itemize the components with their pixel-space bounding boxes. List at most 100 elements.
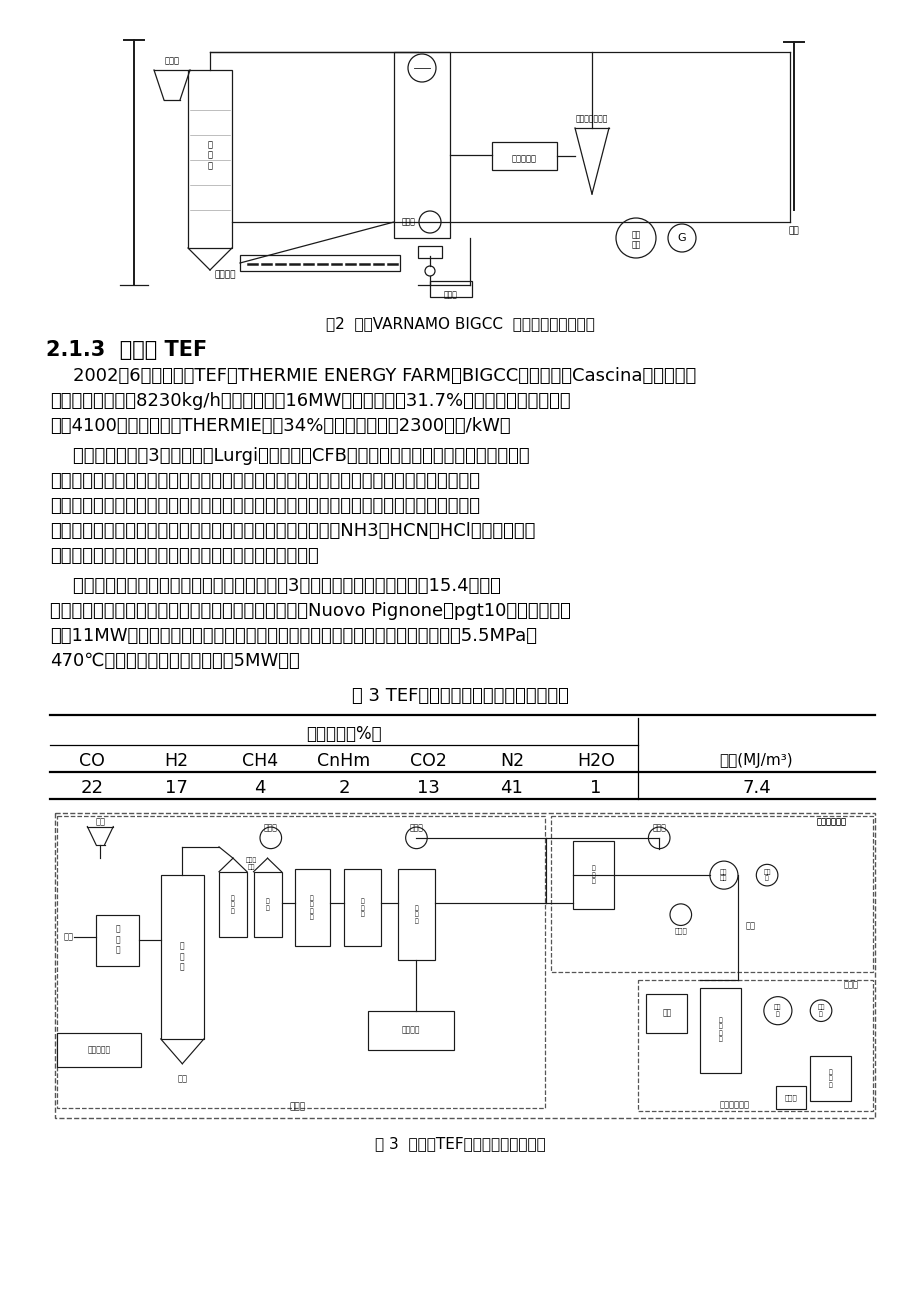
Text: CH4: CH4 — [242, 753, 278, 769]
Circle shape — [407, 53, 436, 82]
Bar — [637, 980, 872, 1111]
Text: 水
洗
器: 水 洗 器 — [414, 905, 418, 924]
Text: 废水处理: 废水处理 — [402, 1026, 420, 1034]
Text: 燃气
轮机: 燃气 轮机 — [630, 230, 640, 250]
Bar — [429, 281, 471, 297]
Circle shape — [810, 1000, 831, 1022]
Text: 发电
机: 发电 机 — [763, 868, 770, 881]
Text: 给水泵: 给水泵 — [784, 1095, 797, 1101]
Text: 蒸汽包: 蒸汽包 — [444, 290, 458, 299]
Circle shape — [667, 224, 696, 253]
Text: 汽轮机: 汽轮机 — [843, 980, 857, 990]
Text: 表 3 TEF示范电厂气化炉产气组分和热值: 表 3 TEF示范电厂气化炉产气组分和热值 — [351, 687, 568, 704]
Text: 空压机: 空压机 — [652, 823, 665, 832]
Text: 旋
风: 旋 风 — [266, 898, 269, 910]
Text: 烟囱: 烟囱 — [788, 227, 799, 234]
Text: 干
燥
器: 干 燥 器 — [115, 924, 119, 954]
Text: 余热锅炉: 余热锅炉 — [214, 271, 236, 280]
Text: 热值(MJ/m³): 热值(MJ/m³) — [719, 754, 792, 768]
Text: 17: 17 — [165, 779, 187, 797]
Circle shape — [763, 996, 791, 1025]
Text: 气化岛: 气化岛 — [289, 1103, 305, 1111]
Text: 燃气
轮平: 燃气 轮平 — [720, 868, 727, 881]
Text: N2: N2 — [499, 753, 524, 769]
Circle shape — [405, 827, 426, 849]
Text: 2: 2 — [338, 779, 349, 797]
Bar — [240, 255, 400, 271]
Text: 有
机
洗: 有 机 洗 — [360, 898, 364, 917]
Text: 灰渣: 灰渣 — [177, 1074, 187, 1083]
Bar — [417, 246, 441, 258]
Text: 气
化
炉: 气 化 炉 — [208, 141, 212, 169]
Bar — [219, 872, 247, 937]
Bar — [645, 993, 686, 1034]
Text: 4: 4 — [254, 779, 266, 797]
Bar — [368, 1010, 454, 1051]
Bar — [254, 872, 281, 937]
Bar — [96, 915, 139, 966]
Bar — [573, 841, 613, 909]
Text: 压缩机: 压缩机 — [402, 217, 415, 227]
Text: 高温燃气过滤器: 高温燃气过滤器 — [575, 115, 607, 122]
Text: 离和布袋除尘，然后在水洗塔内彻底清除焦油和其它污染物（NH3，HCN，HCl等）。除尘器: 离和布袋除尘，然后在水洗塔内彻底清除焦油和其它污染物（NH3，HCN，HCl等）… — [50, 522, 535, 540]
Circle shape — [418, 211, 440, 233]
Text: 余
热
锅
炉: 余 热 锅 炉 — [718, 1017, 721, 1043]
Text: 燃气轮机系统: 燃气轮机系统 — [816, 818, 845, 827]
Bar — [699, 988, 741, 1073]
Bar — [55, 812, 874, 1118]
Text: 13: 13 — [416, 779, 439, 797]
Text: 启动燃烧器: 启动燃烧器 — [87, 1046, 110, 1055]
Text: 7.4: 7.4 — [742, 779, 770, 797]
Text: 烟气冷却器: 烟气冷却器 — [512, 155, 537, 164]
Bar — [550, 816, 872, 973]
Text: 2002年6月，意大利TEF（THERMIE ENERGY FARM）BIGCC示范电厂在Cascina建成。该电: 2002年6月，意大利TEF（THERMIE ENERGY FARM）BIGCC… — [50, 367, 696, 385]
Text: 气包: 气包 — [662, 1009, 671, 1017]
Text: 空压机: 空压机 — [409, 823, 423, 832]
Text: 空气: 空气 — [744, 922, 754, 931]
Text: 冷
凝
器: 冷 凝 器 — [828, 1069, 832, 1087]
Text: 厂生物质消耗量为8230kg/h，发电容量为16MW，发电效率为31.7%（除自用电外）。电厂: 厂生物质消耗量为8230kg/h，发电容量为16MW，发电效率为31.7%（除自… — [50, 392, 570, 410]
Text: 41: 41 — [500, 779, 523, 797]
Text: 燃气轮机系统: 燃气轮机系统 — [816, 818, 845, 827]
Text: 净化燃气经过冷却压缩后，其组分和热值如表3所示。燃气与经过压缩比为15.4的多级: 净化燃气经过冷却压缩后，其组分和热值如表3所示。燃气与经过压缩比为15.4的多级 — [50, 577, 500, 595]
Text: 捕集的飞灰与灰渣一起排放，水洗塔排水经处理后排放。: 捕集的飞灰与灰渣一起排放，水洗塔排水经处理后排放。 — [50, 547, 318, 565]
Text: 22: 22 — [81, 779, 103, 797]
Text: 旋
风
分: 旋 风 分 — [231, 896, 234, 914]
Text: CnHm: CnHm — [317, 753, 370, 769]
Text: 滤
波
室: 滤 波 室 — [591, 866, 595, 884]
Bar — [398, 870, 435, 960]
Text: 2.1.3  意大利 TEF: 2.1.3 意大利 TEF — [46, 340, 207, 359]
Circle shape — [755, 865, 777, 885]
Circle shape — [669, 904, 691, 926]
Text: H2O: H2O — [576, 753, 614, 769]
Bar — [344, 870, 380, 947]
Bar — [810, 1056, 850, 1101]
Bar — [393, 52, 449, 238]
Text: 图2  瑞典VARNAMO BIGCC  电厂系统流程示意图: 图2 瑞典VARNAMO BIGCC 电厂系统流程示意图 — [325, 316, 594, 331]
Text: 布
袋
除
尘: 布 袋 除 尘 — [310, 896, 313, 921]
Text: G: G — [677, 233, 686, 243]
Text: 压气机: 压气机 — [674, 927, 686, 934]
Text: 发电
机: 发电 机 — [816, 1005, 824, 1017]
Text: 470℃），蒸汽进入汽轮机发电（5MW）。: 470℃），蒸汽进入汽轮机发电（5MW）。 — [50, 652, 300, 671]
Text: 图 3  意大利TEF示范电厂系统流程图: 图 3 意大利TEF示范电厂系统流程图 — [374, 1137, 545, 1151]
Text: 投资4100万欧元（欧盟THERMIE出资34%），建设成本为2300欧元/kW。: 投资4100万欧元（欧盟THERMIE出资34%），建设成本为2300欧元/kW… — [50, 417, 510, 435]
Circle shape — [260, 827, 281, 849]
Circle shape — [616, 217, 655, 258]
Bar — [775, 1086, 805, 1109]
Bar — [294, 870, 330, 947]
Text: CO: CO — [79, 753, 105, 769]
Text: 1: 1 — [590, 779, 601, 797]
Circle shape — [425, 266, 435, 276]
Circle shape — [709, 861, 737, 889]
Text: 蒸汽轮机系统: 蒸汽轮机系统 — [719, 1100, 749, 1109]
Text: 由气化炉底部布风板进入。产气通过空气预热器和烟气冷却器进行冷却，再通过二次旋风分: 由气化炉底部布风板进入。产气通过空气预热器和烟气冷却器进行冷却，再通过二次旋风分 — [50, 497, 480, 516]
Bar — [187, 70, 232, 247]
Text: 汽轮
机: 汽轮 机 — [773, 1005, 781, 1017]
Text: 气体组分（%）: 气体组分（%） — [306, 725, 381, 743]
Text: 气化炉: 气化炉 — [165, 56, 179, 65]
Bar — [57, 1034, 142, 1068]
Text: 空压机压缩的空气在燃烧室内混合燃烧。燃气轮机采用Nuovo Pignone的pgt10机组，发电容: 空压机压缩的空气在燃烧室内混合燃烧。燃气轮机采用Nuovo Pignone的pg… — [50, 602, 571, 620]
Text: 燃料: 燃料 — [63, 932, 74, 941]
Text: 热介: 热介 — [96, 818, 105, 827]
